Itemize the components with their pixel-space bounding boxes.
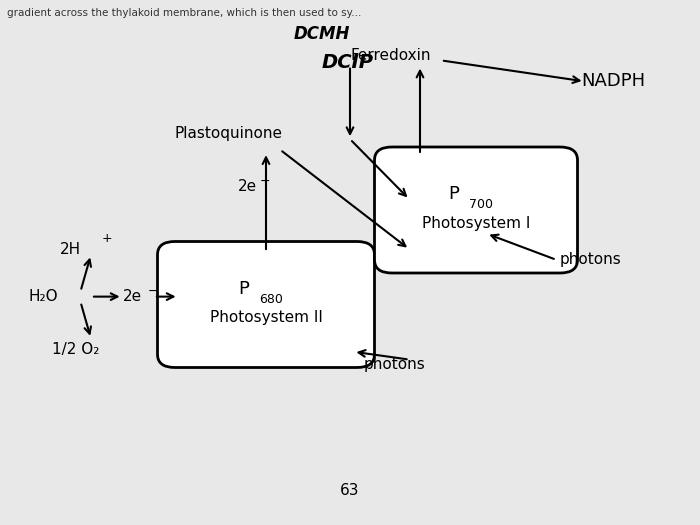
- Text: 2e: 2e: [122, 289, 141, 304]
- Text: H₂O: H₂O: [28, 289, 57, 304]
- Text: photons: photons: [560, 253, 622, 267]
- Text: P: P: [448, 185, 459, 203]
- Text: −: −: [144, 285, 158, 298]
- Text: −: −: [256, 175, 270, 187]
- Text: +: +: [102, 233, 112, 245]
- Text: DCIP: DCIP: [322, 54, 374, 72]
- Text: gradient across the thylakoid membrane, which is then used to sy...: gradient across the thylakoid membrane, …: [7, 8, 361, 18]
- Text: photons: photons: [364, 358, 426, 372]
- Text: 2H: 2H: [60, 242, 80, 257]
- FancyBboxPatch shape: [374, 147, 578, 273]
- Text: Ferredoxin: Ferredoxin: [350, 48, 430, 62]
- Text: 1/2 O₂: 1/2 O₂: [52, 342, 100, 356]
- Text: Photosystem I: Photosystem I: [422, 216, 530, 230]
- Text: NADPH: NADPH: [581, 72, 645, 90]
- Text: DCMH: DCMH: [294, 25, 351, 43]
- Text: 2e: 2e: [238, 179, 257, 194]
- Text: P: P: [238, 280, 249, 298]
- Text: Plastoquinone: Plastoquinone: [175, 127, 283, 141]
- Text: Photosystem II: Photosystem II: [209, 310, 323, 325]
- Text: 680: 680: [259, 293, 283, 306]
- Text: 63: 63: [340, 484, 360, 498]
- Text: 700: 700: [469, 198, 493, 212]
- FancyBboxPatch shape: [158, 242, 374, 368]
